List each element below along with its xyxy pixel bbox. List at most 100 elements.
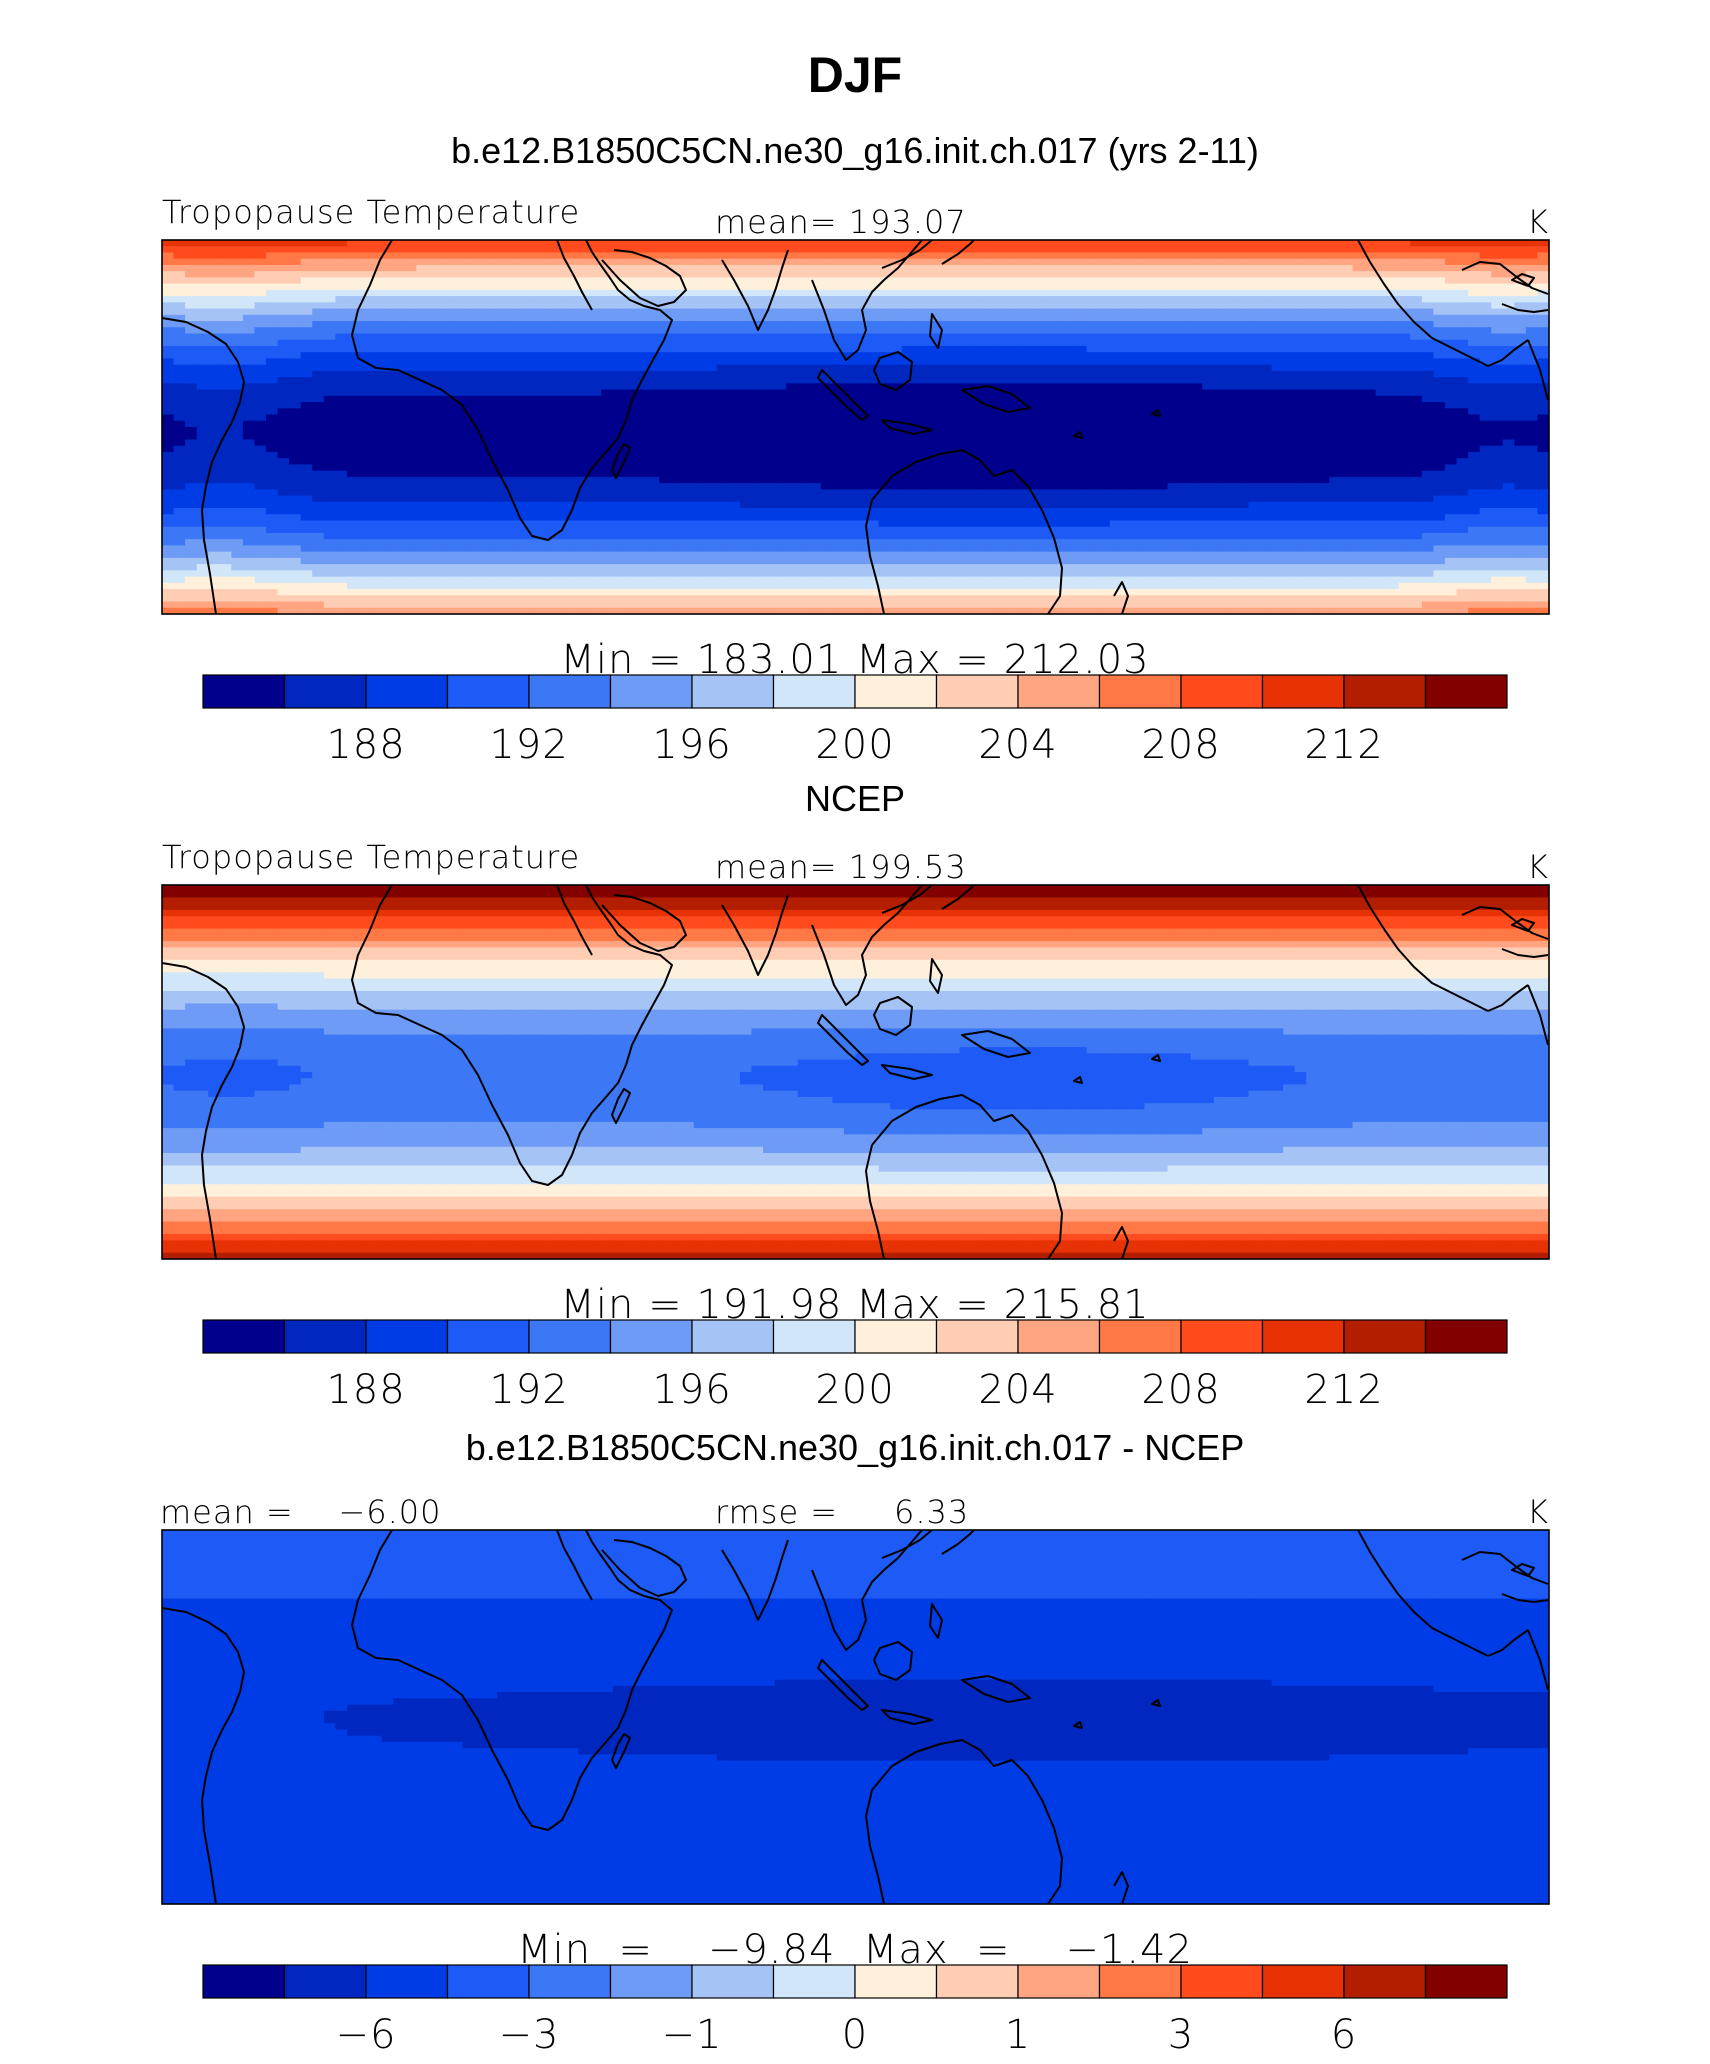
contour-cell: [659, 302, 672, 310]
contour-cell: [1225, 414, 1238, 422]
contour-cell: [196, 252, 209, 260]
contour-cell: [589, 264, 602, 272]
contour-cell: [1144, 414, 1157, 422]
contour-cell: [763, 377, 776, 384]
contour-cell: [1283, 283, 1296, 291]
contour-cell: [716, 383, 729, 391]
contour-cell: [566, 377, 579, 384]
contour-cell: [1225, 427, 1238, 434]
contour-cell: [266, 458, 279, 465]
contour-cell: [1109, 402, 1122, 409]
contour-cell: [682, 327, 695, 335]
contour-cell: [404, 327, 417, 335]
contour-cell: [1017, 451, 1030, 459]
contour-cell: [416, 483, 429, 490]
contour-cell: [1202, 383, 1215, 391]
contour-cell: [277, 308, 290, 316]
contour-cell: [1502, 352, 1515, 360]
contour-cell: [231, 489, 244, 497]
contour-cell: [878, 420, 891, 428]
contour-cell: [670, 308, 683, 316]
contour-cell: [578, 358, 591, 366]
contour-cell: [1260, 414, 1273, 422]
contour-cell: [1468, 458, 1481, 465]
contour-cell: [809, 445, 822, 453]
contour-cell: [867, 333, 880, 341]
contour-cell: [497, 296, 510, 303]
contour-cell: [335, 470, 348, 478]
contour-cell: [947, 383, 961, 391]
contour-cell: [635, 383, 649, 391]
contour-cell: [1525, 433, 1539, 441]
contour-cell: [289, 345, 302, 353]
contour-cell: [450, 252, 464, 260]
panel-model-mean-label: mean= 193.07: [715, 203, 967, 241]
contour-cell: [381, 333, 394, 341]
contour-cell: [1086, 470, 1099, 478]
contour-cell: [971, 240, 984, 247]
contour-cell: [1306, 358, 1319, 366]
contour-cell: [1040, 458, 1053, 465]
contour-cell: [1202, 364, 1215, 372]
contour-cell: [624, 483, 637, 490]
contour-cell: [1156, 458, 1169, 465]
contour-cell: [346, 495, 360, 503]
contour-cell: [185, 489, 198, 497]
contour-cell: [1444, 414, 1458, 422]
contour-cell: [936, 377, 949, 384]
contour-cell: [1144, 240, 1157, 247]
contour-cell: [196, 420, 209, 428]
contour-cell: [1028, 264, 1042, 272]
contour-cell: [578, 458, 591, 465]
contour-cell: [670, 377, 683, 384]
contour-cell: [1225, 339, 1238, 347]
contour-cell: [462, 364, 475, 372]
contour-cell: [335, 476, 348, 484]
contour-cell: [1375, 308, 1388, 316]
contour-cell: [439, 271, 452, 278]
contour-cell: [416, 408, 429, 416]
contour-cell: [543, 302, 556, 310]
contour-cell: [728, 458, 741, 465]
contour-cell: [1444, 402, 1458, 409]
contour-cell: [1040, 377, 1053, 384]
contour-cell: [855, 246, 868, 254]
contour-cell: [578, 258, 591, 266]
contour-cell: [208, 283, 221, 291]
contour-cell: [554, 240, 568, 247]
contour-cell: [173, 283, 186, 291]
contour-cell: [601, 327, 614, 335]
contour-cell: [439, 458, 452, 465]
contour-cell: [404, 370, 417, 378]
contour-cell: [635, 352, 649, 360]
contour-cell: [1202, 264, 1215, 272]
contour-cell: [647, 333, 660, 341]
contour-cell: [231, 252, 244, 260]
contour-cell: [1352, 408, 1365, 416]
contour-cell: [1028, 476, 1042, 484]
contour-cell: [1537, 439, 1549, 447]
contour-cell: [982, 483, 995, 490]
contour-cell: [462, 445, 475, 453]
contour-cell: [266, 283, 279, 291]
contour-cell: [1017, 321, 1030, 328]
contour-cell: [855, 377, 868, 384]
contour-cell: [450, 414, 464, 422]
contour-cell: [497, 321, 510, 328]
contour-cell: [901, 451, 914, 459]
contour-cell: [1468, 427, 1481, 434]
contour-cell: [323, 264, 336, 272]
contour-cell: [982, 289, 995, 297]
contour-cell: [809, 358, 822, 366]
contour-cell: [1491, 483, 1504, 490]
contour-cell: [1132, 389, 1146, 397]
contour-cell: [520, 458, 533, 465]
contour-cell: [1479, 339, 1492, 347]
contour-cell: [867, 277, 880, 285]
contour-cell: [843, 314, 857, 322]
contour-cell: [520, 495, 533, 503]
contour-cell: [1190, 258, 1203, 266]
contour-cell: [1121, 389, 1134, 397]
contour-cell: [289, 327, 302, 335]
contour-cell: [1306, 364, 1319, 372]
